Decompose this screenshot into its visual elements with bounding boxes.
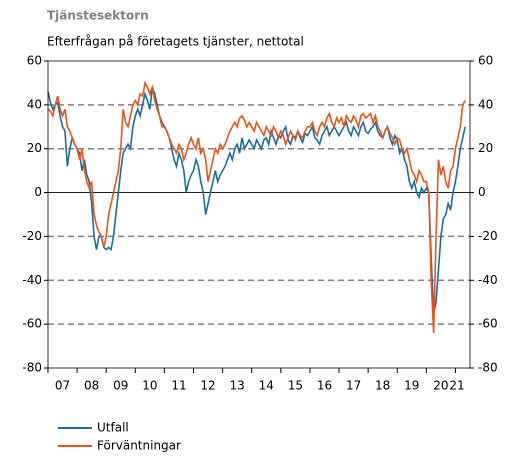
x-tick-label: 09 bbox=[113, 379, 128, 393]
x-tick-label: 17 bbox=[346, 379, 361, 393]
x-tick-label: 10 bbox=[142, 379, 157, 393]
x-tick-label: 07 bbox=[55, 379, 70, 393]
legend-label: Utfall bbox=[97, 421, 129, 435]
x-tick-label: 08 bbox=[84, 379, 99, 393]
x-tick-label: 20 bbox=[433, 379, 448, 393]
y2-tick-label: 20 bbox=[478, 141, 493, 155]
plot-frame bbox=[47, 60, 471, 369]
y-tick-label: 40 bbox=[27, 97, 42, 111]
x-tick-label: 13 bbox=[230, 379, 245, 393]
y-tick-label: -80 bbox=[22, 361, 42, 375]
y2-tick-label: -20 bbox=[478, 229, 498, 243]
y2-tick-label: -80 bbox=[478, 361, 498, 375]
y2-tick-label: -60 bbox=[478, 317, 498, 331]
x-tick-label: 19 bbox=[404, 379, 419, 393]
y2-tick-label: 60 bbox=[478, 54, 493, 68]
y-tick-label: -20 bbox=[22, 229, 42, 243]
x-tick-label: 16 bbox=[317, 379, 332, 393]
x-tick-label: 11 bbox=[171, 379, 186, 393]
series-line bbox=[47, 80, 466, 333]
y-tick-label: 0 bbox=[34, 185, 42, 199]
y2-tick-label: 40 bbox=[478, 97, 493, 111]
x-tick-label: 21 bbox=[449, 379, 464, 393]
y-tick-label: 20 bbox=[27, 141, 42, 155]
series-line bbox=[47, 87, 466, 314]
x-tick-label: 18 bbox=[375, 379, 390, 393]
x-tick-label: 12 bbox=[200, 379, 215, 393]
y-tick-label: 60 bbox=[27, 54, 42, 68]
legend-label: Förväntningar bbox=[97, 439, 181, 453]
y2-tick-label: -40 bbox=[478, 273, 498, 287]
x-tick-label: 14 bbox=[259, 379, 274, 393]
x-tick-label: 15 bbox=[288, 379, 303, 393]
y-tick-label: -60 bbox=[22, 317, 42, 331]
y2-tick-label: 0 bbox=[478, 185, 486, 199]
y-tick-label: -40 bbox=[22, 273, 42, 287]
chart-title: Tjänstesektorn bbox=[47, 9, 149, 23]
chart-subtitle: Efterfrågan på företagets tjänster, nett… bbox=[47, 35, 304, 49]
